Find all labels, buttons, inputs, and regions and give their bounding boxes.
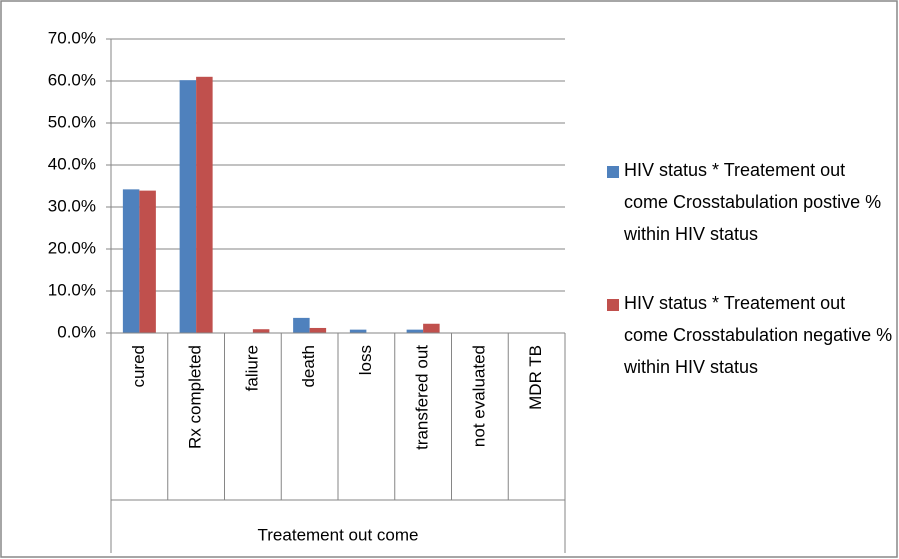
x-tick-label: transfered out — [413, 345, 432, 450]
bar — [406, 329, 424, 333]
legend-swatch — [607, 166, 619, 178]
legend-entry: HIV status * Treatement out come Crossta… — [624, 293, 893, 377]
bar — [122, 189, 140, 333]
bar — [179, 80, 197, 333]
x-tick-label: Rx completed — [186, 345, 205, 449]
bar — [139, 190, 156, 333]
x-tick-label: death — [299, 345, 318, 388]
y-tick-label: 60.0% — [48, 70, 96, 89]
bar — [293, 317, 310, 333]
bar — [423, 323, 440, 333]
y-tick-label: 30.0% — [48, 196, 96, 215]
bar — [196, 76, 213, 334]
x-tick-label: faliure — [242, 345, 261, 391]
bar — [309, 327, 327, 333]
bar — [252, 329, 270, 333]
y-tick-label: 0.0% — [57, 322, 96, 341]
bar — [349, 329, 367, 333]
x-tick-label: not evaluated — [469, 345, 488, 447]
legend-swatch — [607, 299, 619, 311]
y-tick-label: 50.0% — [48, 112, 96, 131]
x-tick-label: loss — [356, 345, 375, 375]
x-axis-label: Treatement out come — [258, 525, 419, 544]
y-tick-label: 20.0% — [48, 238, 96, 257]
x-tick-label: cured — [129, 345, 148, 388]
legend-entry: HIV status * Treatement out come Crossta… — [624, 160, 882, 244]
y-tick-label: 70.0% — [48, 28, 96, 47]
x-tick-label: MDR TB — [526, 345, 545, 410]
y-tick-label: 40.0% — [48, 154, 96, 173]
y-tick-label: 10.0% — [48, 280, 96, 299]
